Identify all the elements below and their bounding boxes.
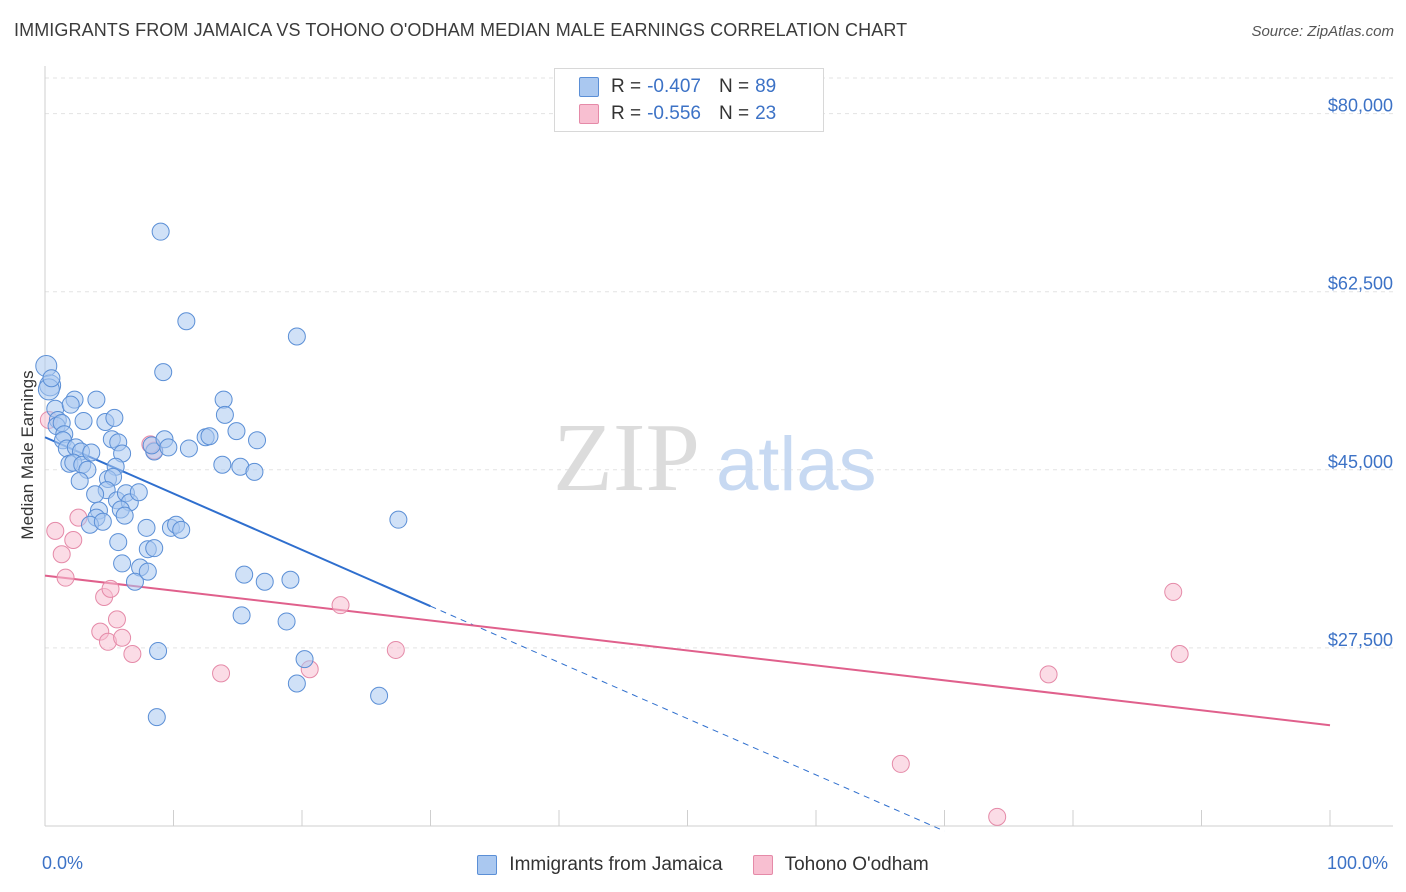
point-tohono (52, 545, 71, 564)
point-tohono (123, 645, 142, 664)
y-tick-label: $27,500 (1328, 630, 1393, 650)
watermark: ZIP atlas (553, 404, 877, 512)
x-tick-max: 100.0% (1327, 853, 1389, 873)
point-jamaica (138, 562, 157, 581)
chart-source: Source: ZipAtlas.com (1251, 23, 1394, 40)
point-tohono (891, 754, 910, 773)
point-jamaica (42, 369, 61, 388)
point-tohono (386, 640, 405, 659)
point-jamaica (245, 462, 264, 481)
legend-r-label: R = (611, 76, 642, 97)
watermark-atlas: atlas (716, 422, 877, 507)
point-jamaica (179, 439, 198, 458)
point-jamaica (172, 520, 191, 539)
point-jamaica (159, 438, 178, 457)
axes (44, 66, 1393, 827)
trend-line-tohono (44, 574, 1331, 727)
x-tick-min: 0.0% (42, 853, 84, 873)
point-jamaica (151, 222, 170, 241)
legend-row-tohono: R = -0.556 N = 23 (579, 102, 776, 126)
point-jamaica (200, 427, 219, 446)
legend-item-tohono[interactable]: Tohono O'odham (752, 854, 929, 876)
y-tick-label: $80,000 (1328, 96, 1393, 116)
point-jamaica (235, 565, 254, 584)
point-tohono (46, 521, 65, 540)
point-jamaica (137, 518, 156, 537)
watermark-zip: ZIP (553, 404, 700, 512)
point-tohono (988, 807, 1007, 826)
point-jamaica (177, 312, 196, 331)
series-jamaica-points (35, 222, 408, 727)
legend-r-label: R = (611, 103, 642, 124)
point-jamaica (70, 472, 89, 491)
point-jamaica (389, 510, 408, 529)
point-jamaica (109, 533, 128, 552)
legend-swatch-blue (477, 855, 498, 875)
point-jamaica (227, 422, 246, 441)
point-tohono (1039, 665, 1058, 684)
point-tohono (56, 568, 75, 587)
legend-r-value: -0.556 (647, 103, 701, 124)
y-axis-label: Median Male Earnings (18, 370, 37, 540)
point-jamaica (370, 686, 389, 705)
point-jamaica (61, 395, 80, 414)
point-jamaica (145, 539, 164, 558)
point-jamaica (295, 650, 314, 669)
correlation-legend: R = -0.407 N = 89 R = -0.556 N = 23 (554, 68, 824, 132)
point-tohono (113, 628, 132, 647)
point-jamaica (82, 443, 101, 462)
point-jamaica (87, 390, 106, 409)
point-jamaica (147, 708, 166, 727)
legend-swatch-pink (752, 855, 773, 875)
point-jamaica (214, 390, 233, 409)
point-tohono (1164, 582, 1183, 601)
point-jamaica (125, 572, 144, 591)
point-jamaica (213, 455, 232, 474)
point-jamaica (215, 405, 234, 424)
point-jamaica (129, 483, 148, 502)
chart-title: IMMIGRANTS FROM JAMAICA VS TOHONO O'ODHA… (14, 20, 908, 40)
legend-label-jamaica: Immigrants from Jamaica (509, 854, 723, 875)
legend-item-jamaica[interactable]: Immigrants from Jamaica (477, 854, 723, 876)
legend-n-value: 89 (755, 76, 777, 97)
series-legend: Immigrants from Jamaica Tohono O'odham (0, 851, 1406, 879)
point-jamaica (248, 431, 267, 450)
legend-n-value: 23 (755, 103, 777, 124)
point-tohono (107, 610, 126, 629)
point-jamaica (287, 327, 306, 346)
legend-n-label: N = (718, 103, 750, 124)
grid-lines (45, 77, 1393, 649)
point-jamaica (93, 512, 112, 531)
legend-swatch-pink (579, 104, 599, 124)
point-jamaica (86, 485, 105, 504)
y-tick-label: $62,500 (1328, 274, 1393, 294)
point-jamaica (113, 554, 132, 573)
point-jamaica (115, 506, 134, 525)
point-tohono (1170, 645, 1189, 664)
legend-n-label: N = (718, 76, 750, 97)
point-jamaica (149, 641, 168, 660)
trend-line-jamaica-extension (430, 605, 945, 832)
point-jamaica (232, 606, 251, 625)
point-jamaica (281, 570, 300, 589)
legend-swatch-blue (579, 77, 599, 97)
point-tohono (101, 579, 120, 598)
y-tick-label: $45,000 (1328, 452, 1393, 472)
point-tohono (64, 531, 83, 550)
legend-row-jamaica: R = -0.407 N = 89 (579, 75, 776, 99)
legend-r-value: -0.407 (647, 76, 701, 97)
point-tohono (331, 596, 350, 615)
point-jamaica (255, 572, 274, 591)
point-jamaica (287, 674, 306, 693)
y-tick-labels: $27,500 $45,000 $62,500 $80,000 (1328, 96, 1393, 650)
point-jamaica (105, 408, 124, 427)
point-jamaica (74, 411, 93, 430)
point-tohono (212, 664, 231, 683)
legend-label-tohono: Tohono O'odham (784, 854, 929, 875)
point-jamaica (277, 612, 296, 631)
point-jamaica (154, 363, 173, 382)
